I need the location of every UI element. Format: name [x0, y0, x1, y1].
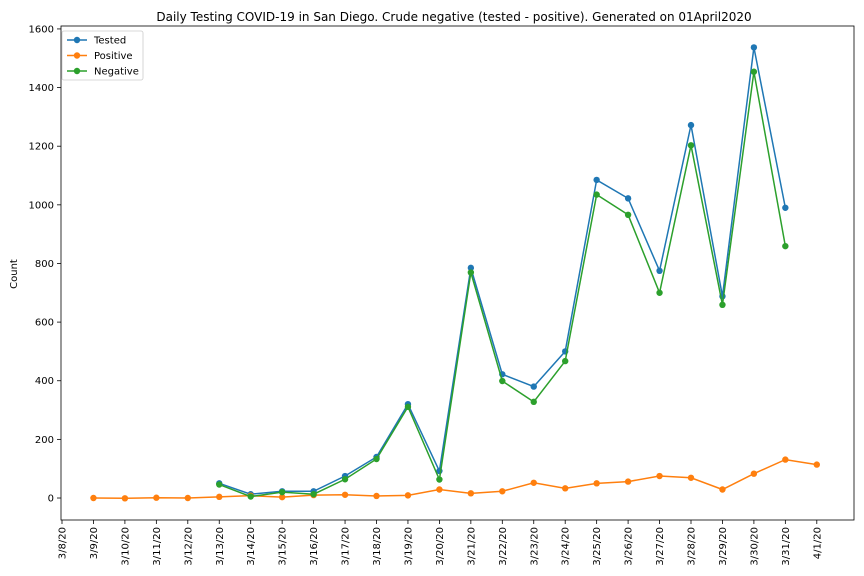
plot-frame — [60, 25, 855, 521]
data-point-negative — [436, 476, 443, 483]
data-point-positive — [153, 494, 160, 501]
series-line-positive — [93, 458, 817, 500]
y-axis-label: Count — [9, 259, 20, 289]
x-tick-label: 3/22/20 — [498, 527, 509, 566]
data-point-negative — [467, 269, 475, 276]
data-point-negative — [562, 357, 569, 365]
legend-marker — [73, 67, 81, 75]
x-tick-label: 3/18/20 — [372, 527, 383, 566]
y-tick-label: 1000 — [29, 200, 54, 211]
legend-marker — [73, 52, 81, 59]
y-tick-label: 400 — [35, 376, 54, 387]
data-point-positive — [404, 492, 412, 499]
data-point-negative — [782, 242, 789, 250]
x-tick-label: 3/10/20 — [120, 527, 131, 566]
data-point-positive — [750, 470, 758, 477]
y-tick-label: 600 — [35, 318, 54, 329]
x-tick-label: 3/28/20 — [687, 527, 698, 566]
data-point-positive — [90, 494, 97, 502]
legend-label: Negative — [94, 67, 139, 78]
data-point-positive — [373, 492, 380, 500]
data-point-negative — [750, 68, 758, 75]
data-point-tested — [750, 44, 758, 51]
x-tick-label: 3/20/20 — [435, 527, 446, 566]
x-tick-label: 3/9/20 — [89, 527, 100, 559]
y-tick-label: 800 — [35, 259, 54, 270]
data-point-positive — [687, 474, 695, 481]
data-point-positive — [593, 480, 600, 487]
x-tick-label: 3/27/20 — [655, 527, 666, 566]
data-point-tested — [782, 204, 789, 211]
legend-label: Positive — [94, 51, 133, 62]
x-tick-label: 3/30/20 — [749, 527, 760, 566]
data-point-positive — [530, 479, 537, 486]
data-point-tested — [656, 267, 663, 275]
x-tick-label: 3/12/20 — [183, 527, 194, 566]
x-tick-label: 3/24/20 — [561, 527, 572, 566]
y-tick-label: 1200 — [29, 142, 54, 153]
data-point-positive — [624, 478, 632, 485]
x-tick-label: 3/19/20 — [403, 527, 414, 566]
data-point-negative — [624, 211, 632, 219]
x-tick-label: 3/13/20 — [215, 527, 226, 566]
data-point-positive — [813, 461, 820, 468]
x-tick-label: 3/26/20 — [624, 527, 635, 566]
data-point-tested — [624, 195, 632, 202]
y-tick-label: 200 — [35, 435, 54, 446]
data-point-negative — [341, 476, 349, 483]
series-line-negative — [218, 71, 787, 498]
data-point-negative — [373, 455, 380, 463]
data-point-negative — [404, 403, 412, 411]
x-tick-label: 3/16/20 — [309, 527, 320, 566]
data-point-positive — [121, 495, 129, 502]
data-point-positive — [656, 472, 663, 480]
x-tick-label: 3/17/20 — [341, 527, 352, 566]
plot-area: 0 200 400 600 800 1000 1200 1400 1600 3/8/20 3/9/2… — [29, 24, 824, 565]
data-point-positive — [184, 494, 191, 502]
data-point-negative — [719, 301, 726, 309]
data-point-positive — [719, 486, 726, 493]
data-point-positive — [562, 485, 569, 492]
data-point-negative — [310, 491, 317, 498]
x-tick-label: 3/23/20 — [529, 527, 540, 566]
data-point-positive — [436, 486, 443, 493]
x-tick-label: 3/29/20 — [718, 527, 729, 566]
y-tick-label: 1600 — [29, 24, 54, 35]
data-point-positive — [782, 456, 789, 463]
data-point-positive — [216, 493, 223, 501]
x-tick-label: 3/8/20 — [58, 527, 69, 559]
data-point-tested — [593, 176, 600, 184]
data-point-tested — [687, 121, 695, 129]
y-tick-label: 1400 — [29, 83, 54, 94]
data-point-negative — [247, 493, 254, 500]
data-point-negative — [530, 398, 537, 406]
legend: Tested Positive Negative — [61, 30, 144, 81]
data-point-negative — [593, 191, 600, 198]
x-tick-label: 3/21/20 — [466, 527, 477, 566]
x-tick-label: 3/11/20 — [152, 527, 163, 566]
data-point-positive — [278, 493, 286, 501]
y-tick-label: 0 — [48, 494, 54, 505]
data-point-negative — [278, 488, 286, 496]
data-point-tested — [530, 383, 537, 390]
chart-title: Daily Testing COVID-19 in San Diego. Cru… — [156, 10, 751, 24]
series-line-tested — [219, 47, 787, 495]
legend-marker — [73, 36, 81, 44]
data-point-negative — [656, 289, 663, 296]
x-tick-label: 3/15/20 — [278, 527, 289, 566]
legend-label: Tested — [93, 36, 126, 47]
x-tick-label: 3/31/20 — [781, 527, 792, 566]
data-point-positive — [467, 490, 475, 497]
data-point-negative — [687, 142, 695, 149]
x-tick-label: 3/14/20 — [246, 527, 257, 566]
legend-box — [61, 30, 144, 81]
data-point-negative — [499, 377, 506, 385]
data-point-positive — [499, 488, 506, 495]
x-tick-label: 4/1/20 — [812, 527, 823, 559]
x-tick-label: 3/25/20 — [592, 527, 603, 566]
data-point-positive — [341, 491, 349, 498]
data-point-tested — [467, 264, 475, 272]
data-point-negative — [216, 481, 223, 488]
